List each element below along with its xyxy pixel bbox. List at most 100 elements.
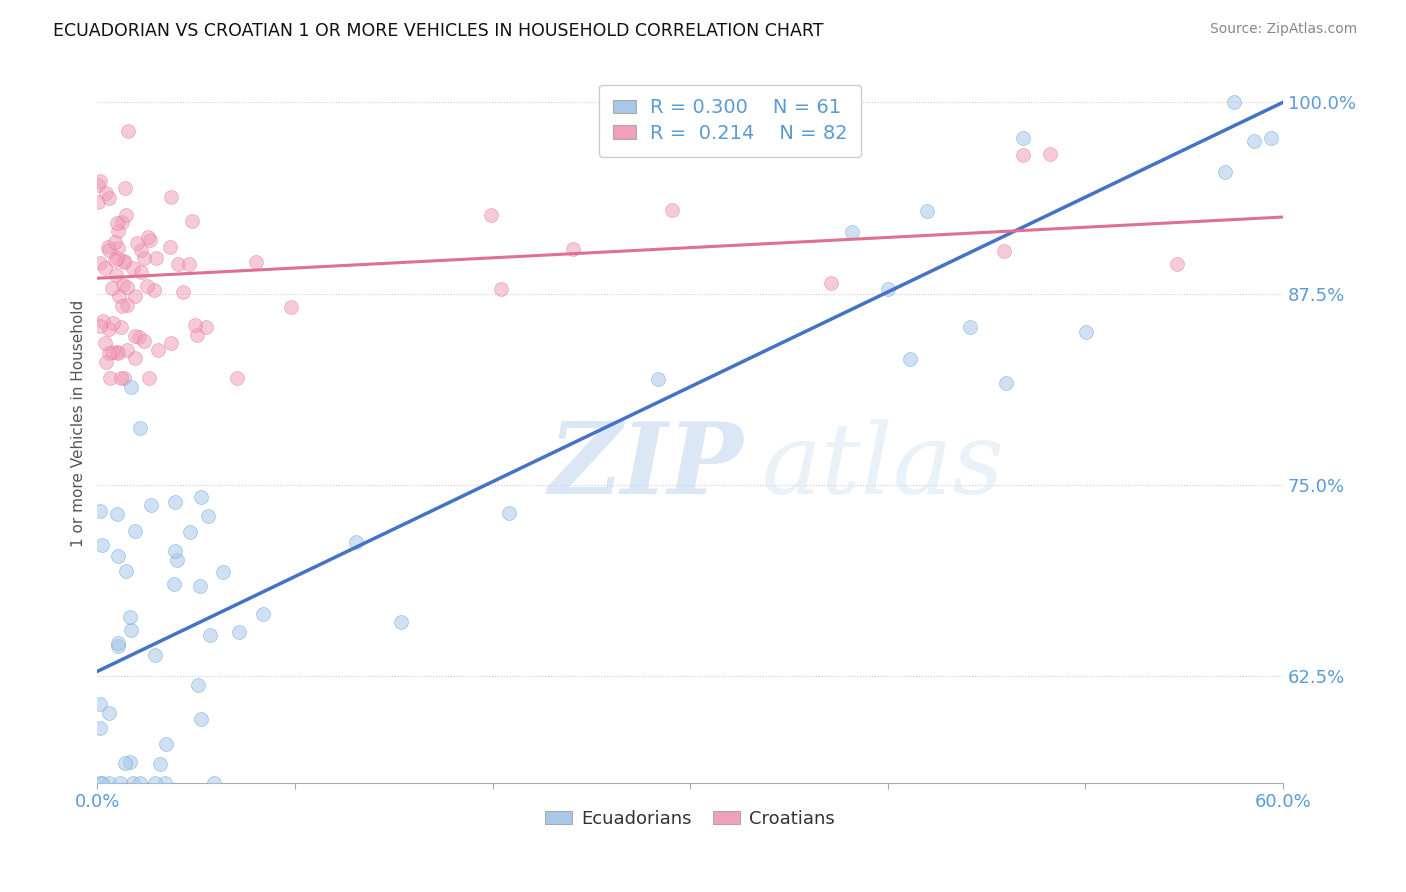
Point — [94, 260, 117, 275]
Point — [124, 329, 146, 343]
Point — [1223, 95, 1246, 110]
Point — [105, 216, 128, 230]
Point — [101, 345, 124, 359]
Point — [994, 376, 1017, 391]
Point — [87, 178, 110, 193]
Point — [139, 498, 162, 512]
Point — [155, 737, 177, 751]
Point — [101, 281, 124, 295]
Point — [108, 289, 131, 303]
Point — [107, 635, 129, 649]
Point — [1039, 147, 1062, 161]
Point — [184, 318, 207, 332]
Point — [98, 370, 121, 384]
Point — [98, 706, 121, 720]
Point — [661, 202, 683, 217]
Point — [120, 609, 142, 624]
Text: Source: ZipAtlas.com: Source: ZipAtlas.com — [1209, 22, 1357, 37]
Point — [188, 579, 211, 593]
Point — [993, 244, 1015, 258]
Point — [132, 251, 155, 265]
Point — [160, 190, 183, 204]
Point — [120, 624, 142, 638]
Point — [114, 181, 136, 195]
Point — [121, 260, 143, 275]
Point — [124, 351, 146, 366]
Point — [163, 577, 186, 591]
Point — [172, 285, 194, 299]
Point — [115, 207, 138, 221]
Point — [124, 524, 146, 538]
Point — [181, 214, 204, 228]
Point — [225, 370, 247, 384]
Legend: Ecuadorians, Croatians: Ecuadorians, Croatians — [538, 803, 842, 835]
Point — [134, 334, 156, 348]
Point — [97, 243, 120, 257]
Point — [228, 624, 250, 639]
Point — [491, 282, 513, 296]
Point — [245, 254, 267, 268]
Point — [841, 225, 863, 239]
Point — [89, 697, 111, 711]
Point — [187, 678, 209, 692]
Point — [138, 230, 160, 244]
Point — [128, 330, 150, 344]
Point — [177, 257, 200, 271]
Point — [124, 289, 146, 303]
Point — [198, 627, 221, 641]
Point — [110, 370, 132, 384]
Point — [127, 236, 149, 251]
Point — [148, 343, 170, 357]
Point — [143, 648, 166, 663]
Point — [96, 355, 118, 369]
Point — [112, 370, 135, 384]
Point — [128, 421, 150, 435]
Point — [143, 283, 166, 297]
Point — [179, 524, 201, 539]
Point — [197, 508, 219, 523]
Text: atlas: atlas — [761, 419, 1004, 515]
Point — [145, 776, 167, 790]
Point — [94, 186, 117, 201]
Point — [898, 351, 921, 366]
Point — [166, 553, 188, 567]
Point — [97, 776, 120, 790]
Point — [136, 279, 159, 293]
Point — [159, 240, 181, 254]
Point — [107, 241, 129, 255]
Point — [105, 507, 128, 521]
Point — [94, 336, 117, 351]
Point — [128, 776, 150, 790]
Point — [117, 298, 139, 312]
Point — [114, 564, 136, 578]
Point — [89, 504, 111, 518]
Point — [93, 314, 115, 328]
Point — [115, 280, 138, 294]
Point — [1011, 148, 1033, 162]
Text: ZIP: ZIP — [548, 418, 742, 515]
Point — [820, 276, 842, 290]
Point — [89, 776, 111, 790]
Point — [153, 776, 176, 790]
Point — [89, 319, 111, 334]
Point — [163, 544, 186, 558]
Point — [105, 251, 128, 265]
Point — [111, 277, 134, 292]
Point — [1213, 164, 1236, 178]
Point — [252, 607, 274, 622]
Point — [344, 535, 367, 549]
Point — [915, 204, 938, 219]
Point — [1166, 257, 1188, 271]
Point — [122, 776, 145, 790]
Point — [165, 495, 187, 509]
Point — [101, 316, 124, 330]
Point — [389, 615, 412, 629]
Point — [129, 265, 152, 279]
Point — [1012, 131, 1035, 145]
Point — [107, 549, 129, 564]
Point — [111, 215, 134, 229]
Point — [103, 253, 125, 268]
Point — [138, 233, 160, 247]
Point — [160, 336, 183, 351]
Point — [186, 328, 208, 343]
